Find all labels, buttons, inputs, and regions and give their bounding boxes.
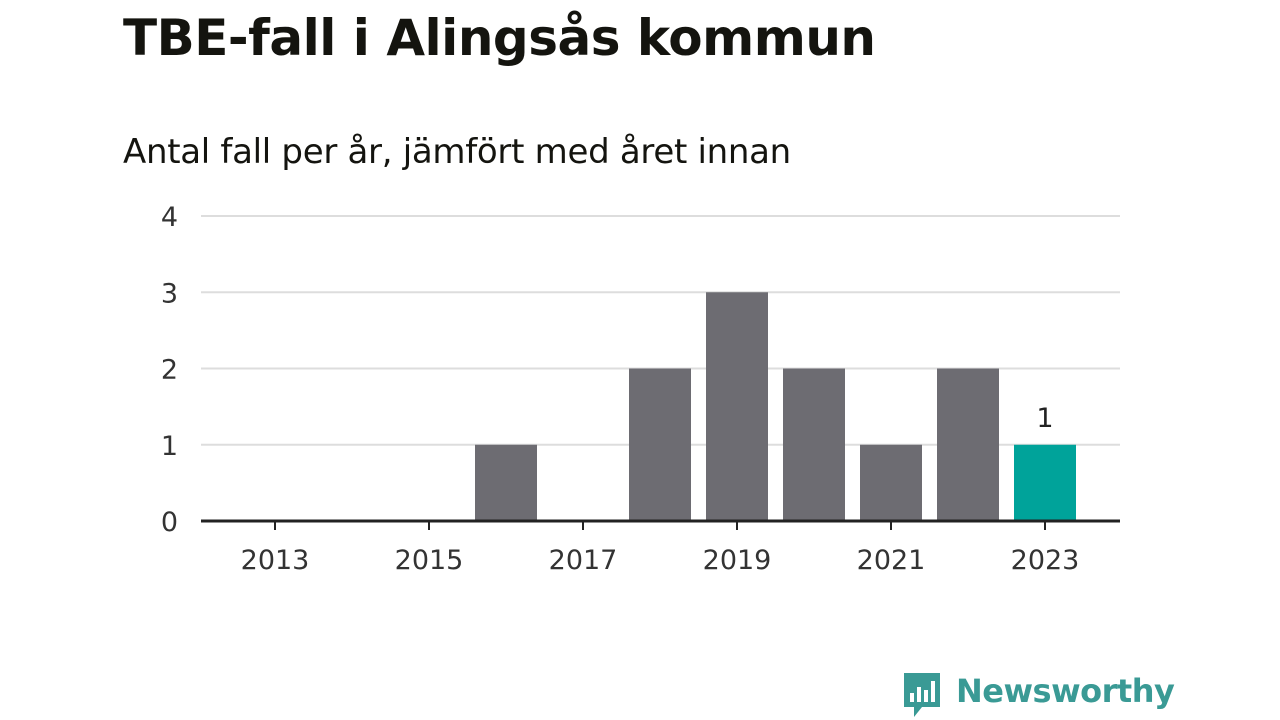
x-tick-label: 2021	[857, 545, 926, 576]
chart-title: TBE-fall i Alingsås kommun	[123, 9, 876, 67]
y-tick-label: 3	[161, 278, 178, 309]
x-tick-label: 2015	[395, 545, 464, 576]
y-tick-label: 2	[161, 355, 178, 386]
y-tick-label: 4	[161, 202, 178, 233]
data-label: 1	[1036, 403, 1053, 434]
x-tick-label: 2013	[241, 545, 310, 576]
bar-highlighted	[1014, 444, 1076, 521]
brand-name: Newsworthy	[956, 672, 1175, 710]
bar	[937, 368, 999, 521]
x-tick-label: 2017	[549, 545, 618, 576]
labels: 0 1 2 3 4 1 2013 2015 2017 2019 2021 2023	[161, 202, 1080, 576]
bar	[860, 444, 922, 521]
x-tick-label: 2019	[703, 545, 772, 576]
bar	[629, 368, 691, 521]
bar-chart-speech-bubble-icon	[904, 673, 940, 717]
y-tick-label: 1	[161, 431, 178, 462]
bar	[706, 292, 768, 521]
bar	[783, 368, 845, 521]
bars	[475, 292, 1076, 521]
axes	[201, 519, 1120, 530]
newsworthy-logo: Newsworthy	[902, 671, 1175, 719]
bar	[475, 444, 537, 521]
x-tick-label: 2023	[1011, 545, 1080, 576]
chart-subtitle: Antal fall per år, jämfört med året inna…	[123, 132, 791, 172]
y-tick-label: 0	[161, 507, 178, 538]
